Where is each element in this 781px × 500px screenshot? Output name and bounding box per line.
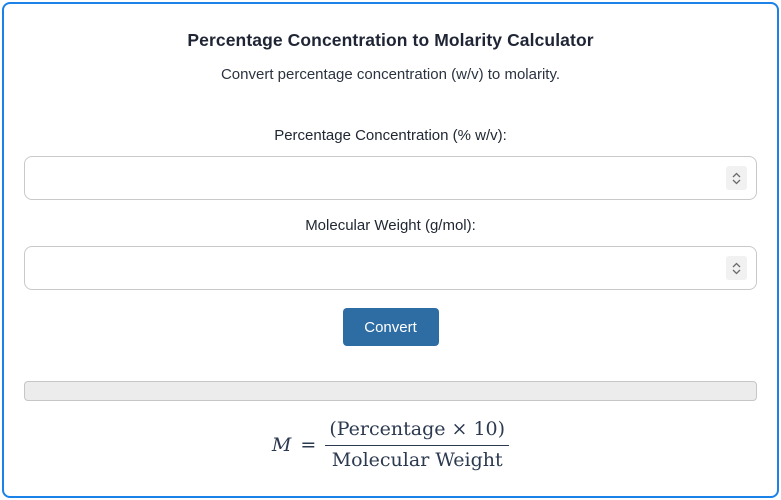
chevron-up-icon[interactable] — [732, 172, 741, 178]
chevron-down-icon[interactable] — [732, 269, 741, 275]
molecular-weight-input-wrap — [24, 246, 757, 290]
molarity-formula: M = (Percentage × 10) Molecular Weight — [24, 417, 757, 473]
molecular-weight-input[interactable] — [24, 246, 757, 290]
result-display — [24, 381, 757, 401]
page-subtitle: Convert percentage concentration (w/v) t… — [220, 66, 561, 83]
percentage-concentration-label: Percentage Concentration (% w/v): — [274, 127, 507, 144]
percentage-concentration-input[interactable] — [24, 156, 757, 200]
page-title: Percentage Concentration to Molarity Cal… — [187, 30, 594, 50]
formula-equals: = — [300, 434, 317, 457]
number-stepper[interactable] — [726, 166, 747, 190]
formula-denominator: Molecular Weight — [331, 448, 503, 471]
convert-button[interactable]: Convert — [342, 308, 439, 346]
chevron-up-icon[interactable] — [732, 262, 741, 268]
formula-numerator: (Percentage × 10) — [325, 417, 510, 446]
molecular-weight-label: Molecular Weight (g/mol): — [305, 217, 476, 234]
percentage-concentration-input-wrap — [24, 156, 757, 200]
formula-fraction: (Percentage × 10) Molecular Weight — [325, 417, 510, 473]
chevron-down-icon[interactable] — [732, 179, 741, 185]
formula-lhs: M — [271, 434, 292, 457]
number-stepper[interactable] — [726, 256, 747, 280]
button-row: Convert — [24, 308, 757, 346]
